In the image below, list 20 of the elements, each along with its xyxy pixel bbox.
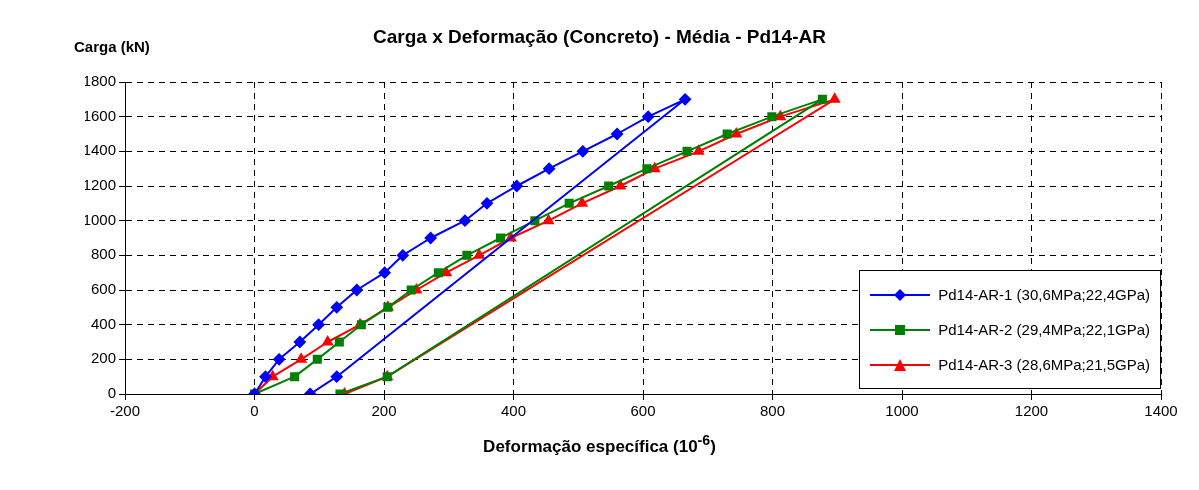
legend-label: Pd14-AR-3 (28,6MPa;21,5GPa) [938,356,1150,373]
legend-label: Pd14-AR-2 (29,4MPa;22,1GPa) [938,321,1150,338]
x-tick-label: -200 [109,402,141,420]
x-tick-label: 600 [630,402,656,420]
x-tick-label: 400 [500,402,527,420]
y-tick-label: 0 [107,384,116,402]
y-tick-label: 200 [90,349,116,367]
chart-title: Carga x Deformação (Concreto) - Média - Pd14-AR [373,26,826,47]
y-tick-label: 600 [90,280,116,298]
y-tick-label: 400 [90,314,116,332]
x-tick-label: 800 [759,402,786,420]
x-tick-label: 200 [371,402,397,420]
y-tick-label: 800 [90,245,116,263]
y-axis-title: Carga (kN) [74,38,150,55]
x-tick-label: 1200 [1014,402,1049,420]
x-tick-label: 1400 [1144,402,1178,420]
x-axis-title: Deformação específica (10$^{-6}$) [482,432,717,457]
x-tick-label: 1000 [885,402,919,420]
legend-label: Pd14-AR-1 (30,6MPa;22,4GPa) [938,286,1150,303]
x-tick-label: 0 [250,402,259,420]
